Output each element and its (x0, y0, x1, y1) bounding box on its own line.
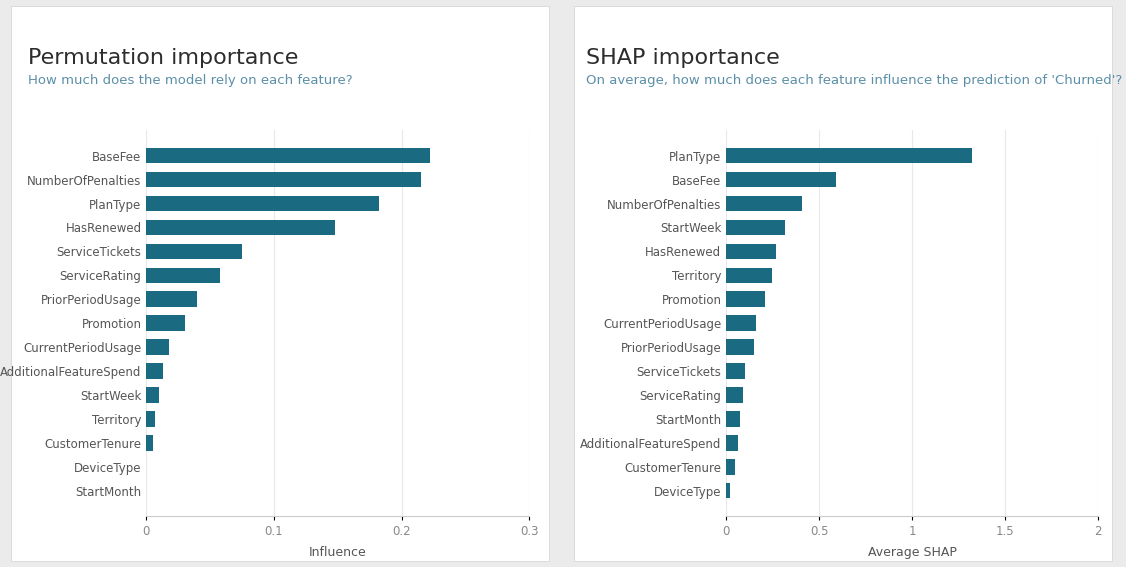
Bar (726, 411, 740, 427)
Bar (146, 435, 153, 451)
Bar (146, 148, 430, 163)
Bar (726, 483, 731, 498)
Bar (146, 411, 155, 427)
Bar (146, 315, 185, 331)
X-axis label: Influence: Influence (309, 547, 367, 559)
Bar (146, 291, 197, 307)
Bar (146, 363, 163, 379)
Bar (726, 435, 738, 451)
Bar (146, 339, 169, 355)
Text: On average, how much does each feature influence the prediction of 'Churned'?: On average, how much does each feature i… (586, 74, 1121, 87)
Bar (146, 244, 242, 259)
Bar (726, 291, 766, 307)
Bar (146, 172, 421, 188)
X-axis label: Average SHAP: Average SHAP (868, 547, 956, 559)
Bar (146, 219, 336, 235)
Bar (726, 148, 972, 163)
Bar (146, 196, 378, 211)
Bar (726, 315, 756, 331)
Bar (146, 387, 159, 403)
Bar (146, 268, 221, 283)
Bar (726, 244, 777, 259)
Bar (726, 196, 803, 211)
Text: Permutation importance: Permutation importance (28, 48, 298, 68)
Text: SHAP importance: SHAP importance (586, 48, 779, 68)
Bar (726, 387, 743, 403)
Bar (726, 363, 745, 379)
Bar (726, 459, 735, 475)
Bar (726, 268, 771, 283)
Bar (726, 172, 835, 188)
Bar (726, 219, 785, 235)
Text: How much does the model rely on each feature?: How much does the model rely on each fea… (28, 74, 352, 87)
Bar (726, 339, 753, 355)
